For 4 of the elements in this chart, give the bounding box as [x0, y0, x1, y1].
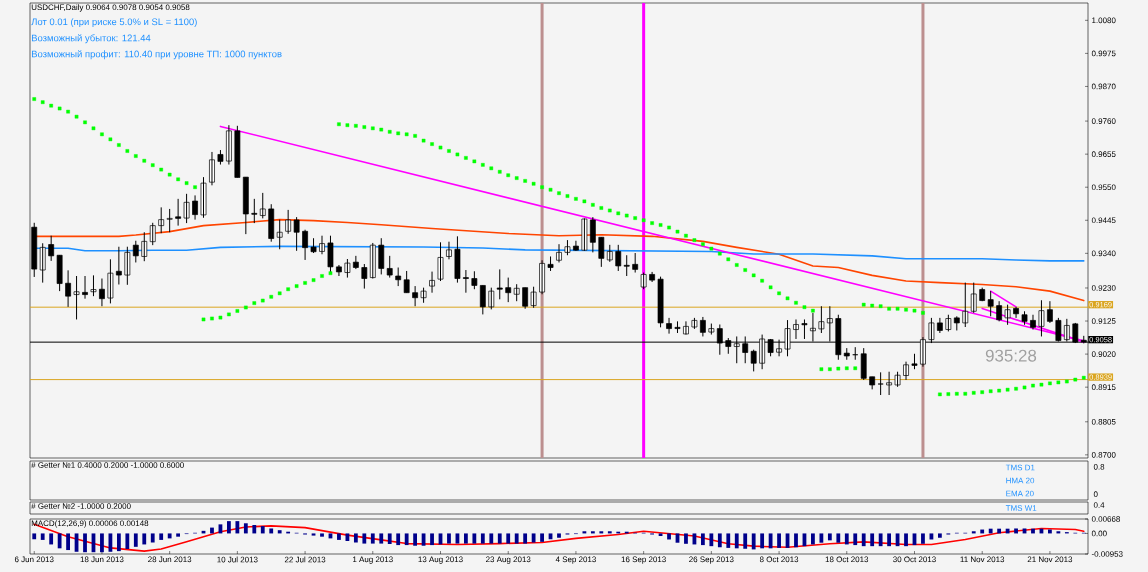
- annotation: Лот 0.01 (при риске 5.0% и SL = 1100): [31, 18, 197, 28]
- annotation: 935:28: [985, 349, 1037, 362]
- annotation: Возможный профит: 110.40 при уровне ТП: 1000 пунктов: [31, 50, 282, 60]
- annotation: Возможный убыток: 121.44: [31, 34, 151, 44]
